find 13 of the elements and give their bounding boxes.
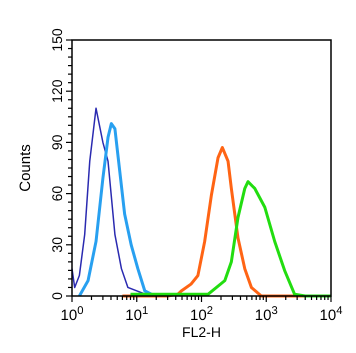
y-tick-label: 30	[49, 236, 65, 253]
x-axis-title: FL2-H	[182, 324, 221, 340]
x-tick-label: 10$^{4}$	[320, 305, 342, 324]
y-tick-label: 60	[49, 186, 65, 202]
y-tick-label: 0	[49, 292, 65, 300]
x-tick-label: 10$^{1}$	[125, 305, 148, 324]
y-tick-label: 150	[49, 28, 65, 52]
x-tick-label: 10$^{3}$	[254, 305, 278, 324]
y-tick-label: 90	[49, 134, 65, 150]
y-axis-title: Counts	[17, 144, 34, 192]
x-tick-label: 10$^{2}$	[190, 305, 213, 324]
x-tick-label: 10$^{0}$	[60, 305, 84, 324]
y-tick-label: 120	[49, 79, 65, 103]
